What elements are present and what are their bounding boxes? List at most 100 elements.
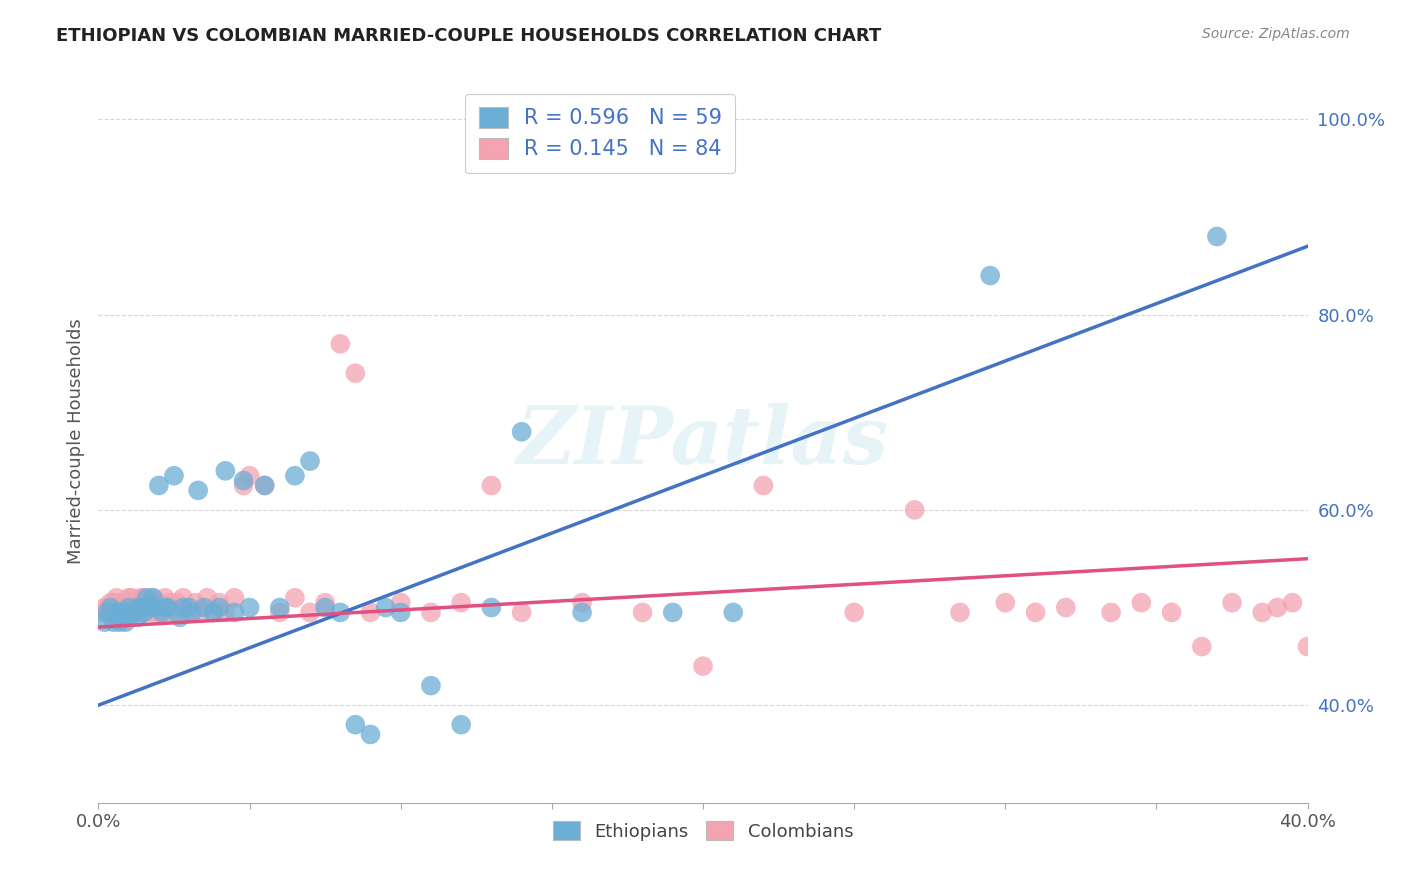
Point: [1054, 600, 1077, 615]
Point: [374, 600, 396, 615]
Point: [314, 596, 336, 610]
Point: [214, 464, 236, 478]
Point: [103, 596, 125, 610]
Text: ETHIOPIAN VS COLOMBIAN MARRIED-COUPLE HOUSEHOLDS CORRELATION CHART: ETHIOPIAN VS COLOMBIAN MARRIED-COUPLE HO…: [56, 27, 882, 45]
Point: [979, 268, 1001, 283]
Point: [1099, 606, 1122, 620]
Point: [121, 600, 143, 615]
Point: [510, 425, 533, 439]
Point: [118, 610, 141, 624]
Point: [208, 596, 231, 610]
Point: [299, 606, 322, 620]
Point: [1281, 596, 1303, 610]
Point: [111, 606, 134, 620]
Point: [1357, 630, 1379, 644]
Point: [1220, 596, 1243, 610]
Point: [93, 615, 115, 630]
Point: [103, 610, 125, 624]
Point: [269, 606, 291, 620]
Point: [253, 478, 276, 492]
Point: [129, 591, 152, 605]
Point: [314, 600, 336, 615]
Point: [121, 606, 143, 620]
Point: [93, 600, 115, 615]
Point: [329, 606, 352, 620]
Point: [142, 591, 165, 605]
Point: [253, 478, 276, 492]
Point: [481, 478, 503, 492]
Point: [360, 606, 382, 620]
Point: [239, 600, 262, 615]
Point: [169, 606, 191, 620]
Point: [179, 600, 201, 615]
Point: [631, 606, 654, 620]
Point: [148, 478, 170, 492]
Point: [184, 596, 207, 610]
Point: [420, 606, 443, 620]
Point: [661, 606, 683, 620]
Legend: Ethiopians, Colombians: Ethiopians, Colombians: [546, 814, 860, 848]
Point: [344, 366, 367, 380]
Point: [360, 727, 382, 741]
Point: [153, 600, 176, 615]
Point: [142, 591, 165, 605]
Text: ZIPatlas: ZIPatlas: [517, 403, 889, 480]
Point: [96, 600, 118, 615]
Point: [752, 478, 775, 492]
Point: [1312, 596, 1334, 610]
Point: [187, 483, 209, 498]
Point: [100, 596, 122, 610]
Point: [114, 606, 136, 620]
Point: [105, 591, 128, 605]
Point: [96, 606, 118, 620]
Point: [160, 596, 183, 610]
Point: [284, 468, 307, 483]
Point: [692, 659, 714, 673]
Point: [1251, 606, 1274, 620]
Point: [150, 606, 173, 620]
Point: [100, 600, 122, 615]
Point: [132, 591, 155, 605]
Point: [139, 606, 162, 620]
Point: [129, 600, 152, 615]
Point: [299, 454, 322, 468]
Point: [156, 606, 179, 620]
Point: [344, 717, 367, 731]
Point: [135, 596, 157, 610]
Point: [114, 615, 136, 630]
Point: [1160, 606, 1182, 620]
Point: [450, 596, 472, 610]
Point: [172, 591, 194, 605]
Point: [214, 606, 236, 620]
Point: [111, 596, 134, 610]
Point: [389, 596, 412, 610]
Point: [208, 600, 231, 615]
Point: [108, 596, 131, 610]
Text: Source: ZipAtlas.com: Source: ZipAtlas.com: [1202, 27, 1350, 41]
Point: [100, 606, 122, 620]
Point: [127, 596, 149, 610]
Point: [108, 610, 131, 624]
Point: [114, 606, 136, 620]
Point: [108, 615, 131, 630]
Point: [150, 606, 173, 620]
Point: [450, 717, 472, 731]
Point: [181, 606, 204, 620]
Point: [571, 606, 593, 620]
Point: [145, 606, 167, 620]
Point: [193, 600, 215, 615]
Point: [571, 596, 593, 610]
Point: [108, 606, 131, 620]
Point: [169, 610, 191, 624]
Point: [111, 610, 134, 624]
Point: [142, 600, 165, 615]
Point: [145, 600, 167, 615]
Point: [148, 596, 170, 610]
Point: [1024, 606, 1046, 620]
Point: [224, 606, 246, 620]
Point: [124, 606, 146, 620]
Point: [124, 606, 146, 620]
Point: [190, 606, 212, 620]
Point: [103, 615, 125, 630]
Point: [118, 591, 141, 605]
